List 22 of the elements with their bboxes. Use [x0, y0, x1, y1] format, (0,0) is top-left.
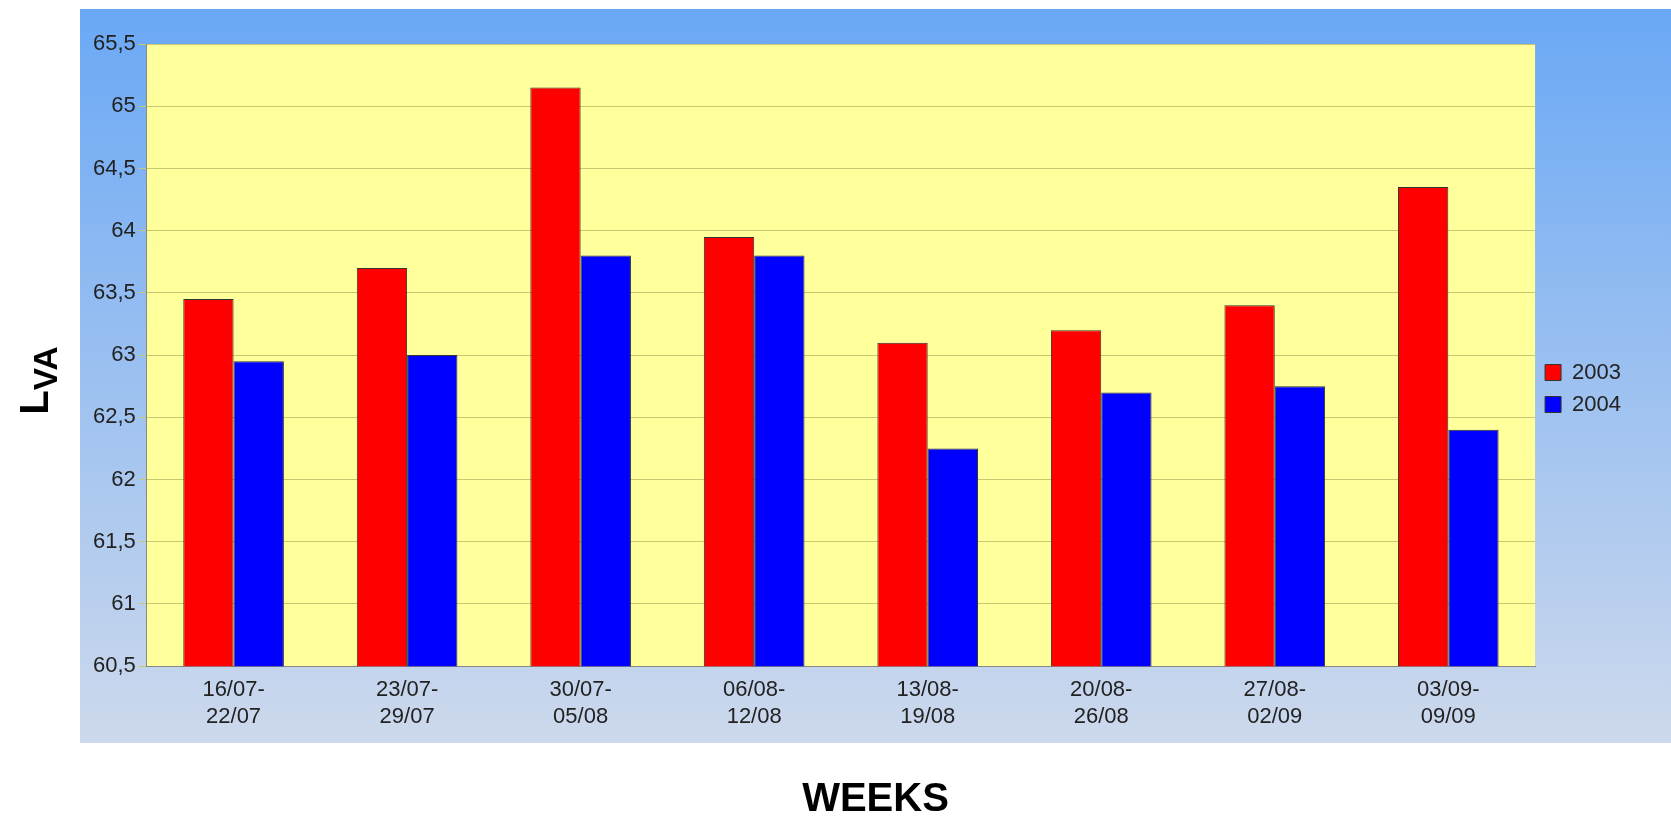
y-tick-label: 65 [111, 92, 136, 118]
x-tick-label: 16/07-22/07 [202, 676, 265, 728]
x-tick-label: 03/09-09/09 [1417, 676, 1480, 728]
x-tick-label: 23/07-29/07 [375, 676, 439, 728]
x-tick-label: 30/07-05/08 [549, 676, 612, 728]
x-tick-label: 13/08-19/08 [896, 676, 959, 728]
x-tick-label: 20/08-26/08 [1070, 676, 1133, 728]
x-axis-title: WEEKS [801, 775, 950, 820]
legend-label: 2003 [1572, 358, 1622, 384]
y-tick-label: 62,5 [92, 403, 136, 429]
y-tick-label: 64,5 [92, 154, 136, 180]
x-tick-label: 27/08-02/09 [1243, 676, 1306, 728]
y-tick-label: 60,5 [92, 652, 136, 678]
legend-label: 2004 [1572, 390, 1622, 416]
y-tick-label: 63,5 [92, 278, 136, 304]
y-tick-label: 61,5 [92, 527, 136, 553]
x-tick-label: 06/08-12/08 [722, 676, 786, 728]
y-tick-label: 64 [111, 216, 136, 242]
y-tick-label: 65,5 [92, 30, 136, 56]
y-tick-label: 61 [111, 590, 136, 616]
y-tick-label: 63 [111, 341, 136, 367]
y-tick-label: 62 [111, 465, 136, 491]
